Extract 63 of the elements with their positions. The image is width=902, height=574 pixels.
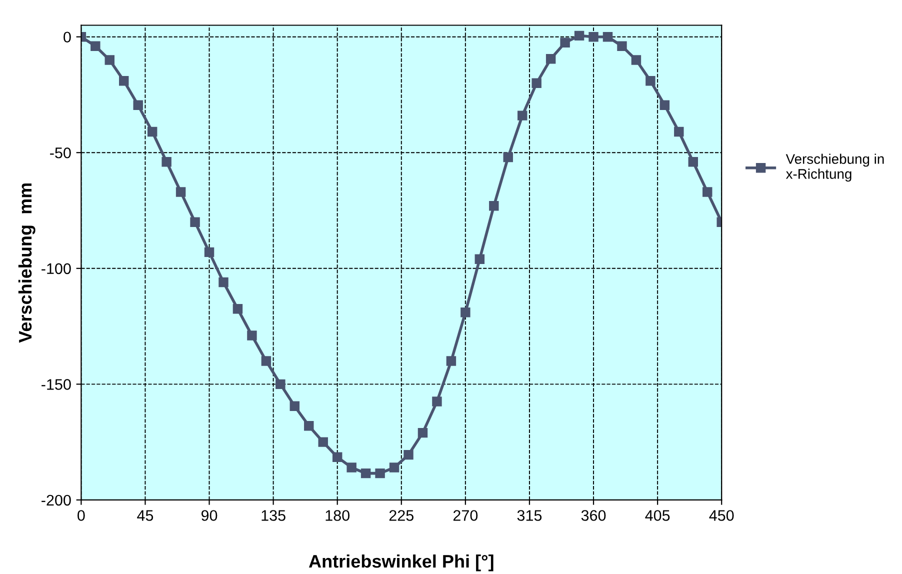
point (318, 437, 328, 447)
point (375, 468, 385, 478)
point (532, 78, 542, 88)
x-tick-label: 0 (78, 510, 85, 521)
x-tick-label: 405 (645, 510, 670, 521)
point (546, 54, 556, 64)
point (446, 356, 456, 366)
x-tick-label: 360 (581, 510, 606, 521)
point (133, 100, 143, 110)
point (290, 401, 300, 412)
point (646, 76, 656, 86)
y-tick-label: -150 (42, 379, 71, 390)
point (489, 201, 499, 211)
point (602, 32, 613, 42)
point (404, 450, 414, 460)
y-tick-label: 0 (64, 32, 71, 43)
point (247, 330, 257, 340)
x-tick-label: 180 (326, 510, 350, 521)
point (218, 277, 228, 288)
point (176, 187, 186, 197)
y-tick-label: -100 (42, 263, 71, 274)
x-tick-label: 225 (389, 510, 414, 521)
y-tick-label: -50 (50, 147, 71, 158)
point (574, 30, 584, 41)
x-tick-label: 270 (453, 510, 478, 521)
point (617, 41, 627, 51)
point (660, 100, 670, 110)
point (104, 55, 115, 65)
point (304, 420, 314, 431)
point (474, 254, 485, 264)
point (517, 110, 528, 120)
legend-label: Verschiebung in x-Richtung (786, 154, 884, 182)
point (418, 428, 428, 438)
point (232, 304, 243, 314)
point (389, 462, 400, 472)
point (162, 157, 172, 167)
point (346, 462, 356, 472)
point (119, 76, 129, 86)
point (674, 126, 684, 137)
x-axis-title: Antriebswinkel Phi [°] (308, 554, 494, 572)
x-tick-label: 45 (137, 510, 154, 521)
x-tick-label: 315 (517, 510, 542, 521)
point (276, 379, 286, 390)
y-axis-title: Verschiebung mm (18, 183, 36, 343)
x-tick-label: 135 (262, 510, 286, 521)
point (360, 468, 371, 478)
point (190, 217, 200, 227)
y-tick-label: -200 (42, 494, 71, 506)
point (432, 396, 442, 406)
point (702, 187, 712, 197)
point (503, 152, 513, 162)
point (90, 41, 100, 51)
point (560, 38, 570, 48)
point (332, 452, 342, 462)
point (588, 32, 598, 42)
point (147, 126, 158, 137)
point (460, 308, 470, 318)
x-tick-label: 450 (709, 510, 734, 521)
x-tick-label: 90 (201, 510, 218, 521)
point (261, 356, 272, 366)
point (631, 55, 642, 65)
point (688, 157, 698, 167)
point (204, 247, 214, 258)
